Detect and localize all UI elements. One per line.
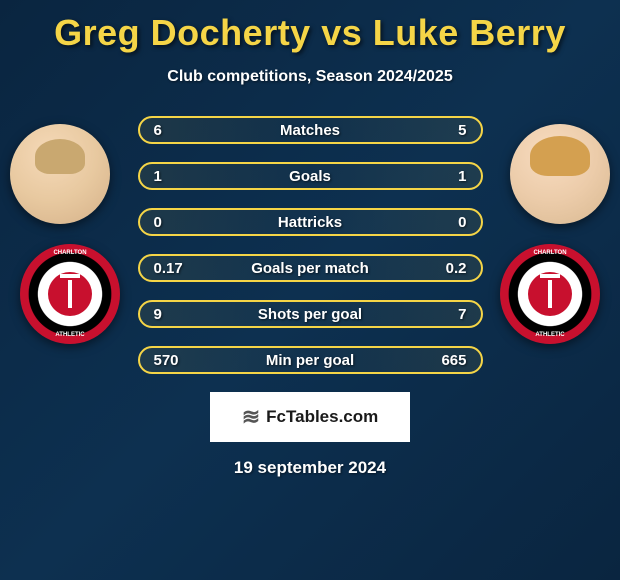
stat-row: 1 Goals 1: [138, 162, 483, 190]
watermark: FcTables.com: [210, 392, 410, 442]
stat-left-value: 0.17: [154, 260, 194, 277]
page-subtitle: Club competitions, Season 2024/2025: [0, 68, 620, 86]
stat-label: Matches: [280, 122, 340, 139]
stat-row: 9 Shots per goal 7: [138, 300, 483, 328]
stat-left-value: 570: [154, 352, 194, 369]
badge-text-bottom: ATHLETIC: [500, 332, 600, 338]
stat-row: 570 Min per goal 665: [138, 346, 483, 374]
stat-left-value: 9: [154, 306, 194, 323]
stat-label: Min per goal: [266, 352, 354, 369]
badge-inner-icon: [528, 272, 572, 316]
stats-container: 6 Matches 5 1 Goals 1 0 Hattricks 0 0.17…: [138, 116, 483, 374]
badge-text-top: CHARLTON: [20, 250, 120, 256]
stat-row: 0.17 Goals per match 0.2: [138, 254, 483, 282]
stat-right-value: 665: [427, 352, 467, 369]
stat-left-value: 1: [154, 168, 194, 185]
stat-label: Goals: [289, 168, 331, 185]
stat-left-value: 0: [154, 214, 194, 231]
stat-left-value: 6: [154, 122, 194, 139]
stat-label: Shots per goal: [258, 306, 362, 323]
page-title: Greg Docherty vs Luke Berry: [0, 0, 620, 54]
comparison-content: CHARLTON ATHLETIC CHARLTON ATHLETIC 6 Ma…: [0, 116, 620, 478]
player-left-avatar: [10, 124, 110, 224]
sword-icon: [68, 280, 72, 308]
badge-text-bottom: ATHLETIC: [20, 332, 120, 338]
stat-right-value: 5: [427, 122, 467, 139]
stat-right-value: 7: [427, 306, 467, 323]
stat-row: 6 Matches 5: [138, 116, 483, 144]
stat-row: 0 Hattricks 0: [138, 208, 483, 236]
date-text: 19 september 2024: [0, 458, 620, 478]
badge-text-top: CHARLTON: [500, 250, 600, 256]
stat-right-value: 0: [427, 214, 467, 231]
player-right-avatar: [510, 124, 610, 224]
club-badge-left: CHARLTON ATHLETIC: [20, 244, 120, 344]
sword-icon: [548, 280, 552, 308]
watermark-text: FcTables.com: [266, 407, 378, 427]
stat-label: Goals per match: [251, 260, 369, 277]
stat-label: Hattricks: [278, 214, 342, 231]
club-badge-right: CHARLTON ATHLETIC: [500, 244, 600, 344]
stat-right-value: 0.2: [427, 260, 467, 277]
stat-right-value: 1: [427, 168, 467, 185]
badge-inner-icon: [48, 272, 92, 316]
